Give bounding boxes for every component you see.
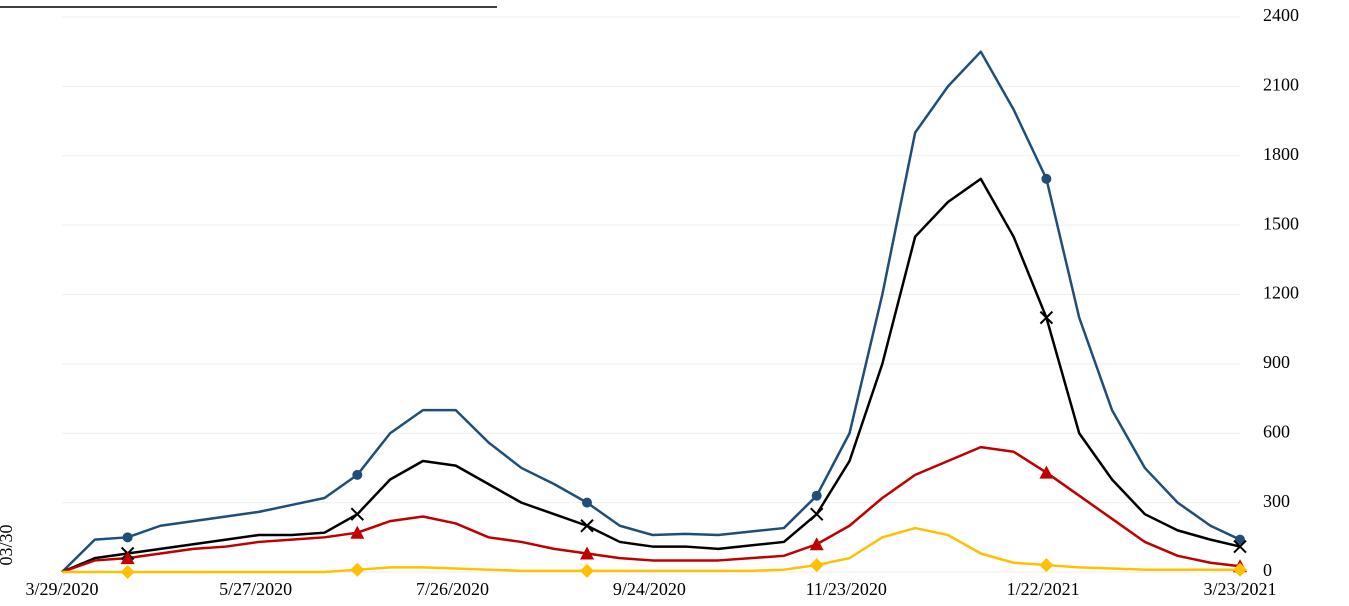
- x-tick-label: 3/29/2020: [25, 579, 98, 599]
- x-tick-label: 1/22/2021: [1007, 579, 1080, 599]
- y-tick-label: 1200: [1263, 283, 1299, 303]
- x-tick-label: 11/23/2020: [806, 579, 887, 599]
- marker: [1039, 558, 1054, 573]
- marker: [352, 469, 363, 480]
- y-tick-label: 300: [1263, 491, 1290, 511]
- marker: [582, 497, 593, 508]
- y-tick-label: 2100: [1263, 75, 1299, 95]
- y-tick-label: 1800: [1263, 144, 1299, 164]
- marker: [120, 551, 135, 565]
- marker: [810, 507, 824, 521]
- marker: [1233, 562, 1247, 577]
- marker: [809, 558, 824, 573]
- series-line: [61, 50, 1241, 573]
- marker: [1233, 539, 1247, 554]
- marker: [1041, 173, 1052, 184]
- marker: [1235, 534, 1245, 545]
- x-tick-label: 5/27/2020: [219, 579, 292, 599]
- y-tick-label: 1500: [1263, 213, 1299, 233]
- y-tick-label: 0: [1263, 560, 1272, 580]
- marker: [1039, 465, 1054, 479]
- marker: [120, 565, 135, 579]
- marker: [350, 507, 365, 521]
- marker: [811, 490, 822, 501]
- marker: [1039, 310, 1054, 325]
- x-tick-label: 7/26/2020: [416, 579, 489, 599]
- marker: [809, 537, 824, 551]
- series-line: [61, 177, 1241, 574]
- marker: [580, 563, 595, 578]
- annotation: 03/30: [0, 524, 16, 565]
- series-line: [61, 445, 1241, 574]
- y-tick-label: 600: [1263, 421, 1290, 441]
- marker: [350, 562, 365, 577]
- y-tick-label: 2400: [1263, 5, 1299, 25]
- marker: [350, 525, 365, 539]
- marker: [580, 546, 595, 560]
- x-tick-label: 9/24/2020: [613, 579, 686, 599]
- y-tick-label: 900: [1263, 352, 1290, 372]
- x-tick-label: 3/23/2021: [1203, 579, 1276, 599]
- marker: [580, 519, 594, 533]
- marker: [122, 532, 133, 543]
